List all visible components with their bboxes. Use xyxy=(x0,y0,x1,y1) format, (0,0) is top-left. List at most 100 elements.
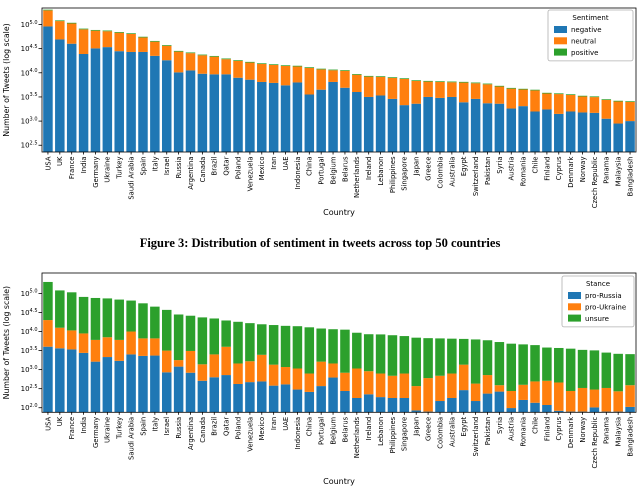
bar-segment xyxy=(43,281,53,321)
bar-segment xyxy=(280,367,291,385)
bar-segment xyxy=(613,353,623,392)
bar-segment xyxy=(280,384,291,413)
bar-segment xyxy=(375,76,386,77)
bar-segment xyxy=(185,372,196,413)
bar-segment xyxy=(411,81,421,104)
x-tick-label: Chile xyxy=(531,157,539,174)
bar-segment xyxy=(387,335,398,376)
bar-segment xyxy=(482,340,493,376)
bar-segment xyxy=(589,97,600,113)
bar-segment xyxy=(565,390,576,412)
x-tick-label: Bangladesh xyxy=(626,417,634,457)
bar-segment xyxy=(625,354,635,386)
bar-segment xyxy=(328,81,338,152)
bar-segment xyxy=(554,113,564,152)
x-tick-label: Romania xyxy=(520,157,528,187)
bar-segment xyxy=(565,94,576,112)
x-tick-label: Malaysia xyxy=(615,157,623,187)
bar-segment xyxy=(494,342,505,386)
x-tick-label: Israel xyxy=(163,417,171,436)
bar-segment xyxy=(114,32,124,33)
bar-segment xyxy=(625,101,635,122)
bar-segment xyxy=(447,96,457,152)
bar-segment xyxy=(268,364,279,386)
y-tick-label: 102.5 xyxy=(21,141,38,150)
bar-segment xyxy=(435,401,445,413)
x-tick-label: UAE xyxy=(282,157,290,171)
x-tick-label: Lebanon xyxy=(377,157,385,186)
bar-segment xyxy=(138,36,148,38)
bar-segment xyxy=(482,393,493,413)
bar-segment xyxy=(102,31,113,48)
bar-segment xyxy=(625,406,635,413)
x-tick-label: Ireland xyxy=(365,417,373,441)
y-tick-label: 103.5 xyxy=(21,346,38,355)
x-tick-label: USA xyxy=(44,416,52,430)
bar-segment xyxy=(447,338,457,374)
bar-segment xyxy=(601,352,612,388)
bar-segment xyxy=(589,389,600,408)
x-tick-label: Venezuela xyxy=(246,417,254,452)
bar-segment xyxy=(316,89,326,152)
bar-segment xyxy=(554,382,564,411)
bar-segment xyxy=(411,337,421,387)
bar-segment xyxy=(625,121,635,152)
bar-segment xyxy=(90,361,101,413)
bar-segment xyxy=(447,398,457,413)
bar-segment xyxy=(482,84,493,104)
x-tick-label: Greece xyxy=(425,157,433,181)
x-tick-label: Egypt xyxy=(460,416,468,436)
bar-segment xyxy=(542,92,552,94)
x-tick-label: Cyprus xyxy=(555,156,563,180)
bar-segment xyxy=(78,352,89,413)
bar-segment xyxy=(114,299,124,340)
bar-segment xyxy=(423,96,433,152)
stance-chart: 105.0 104.5 104.0 103.5 103.0 102.5 102.0 USA UK… xyxy=(2,272,637,486)
bar-segment xyxy=(518,89,528,107)
bar-segment xyxy=(245,323,255,362)
bar-segment xyxy=(482,83,493,85)
bar-segment xyxy=(506,87,517,89)
bar-segment xyxy=(399,373,410,398)
bar-segment xyxy=(66,330,77,350)
bar-segment xyxy=(518,384,528,400)
bar-segment xyxy=(78,53,89,152)
x-tick-label: Panama xyxy=(603,417,611,444)
bar-segment xyxy=(506,390,517,409)
x-tick-label: France xyxy=(68,157,76,180)
bar-segment xyxy=(458,102,469,152)
bar-segment xyxy=(458,364,469,391)
bar-segment xyxy=(185,53,196,71)
x-tick-label: Turkey xyxy=(116,417,124,440)
bar-segment xyxy=(494,85,505,87)
legend-title: Stance xyxy=(586,280,610,288)
bar-segment xyxy=(173,314,184,361)
bar-segment xyxy=(257,354,267,382)
bar-segment xyxy=(304,373,315,392)
bar-segment xyxy=(340,329,350,373)
x-axis-label: Country xyxy=(323,477,355,486)
bar-segment xyxy=(482,375,493,394)
bar-segment xyxy=(375,76,386,96)
bar-segment xyxy=(352,332,362,369)
bar-segment xyxy=(601,118,612,152)
x-tick-label: Germany xyxy=(92,417,100,448)
x-tick-label: Finland xyxy=(543,417,551,441)
bar-segment xyxy=(197,317,208,365)
bar-segment xyxy=(257,64,267,82)
bar-segment xyxy=(55,290,65,328)
x-tick-label: Venezuela xyxy=(246,156,254,191)
bar-segment xyxy=(577,349,588,388)
bar-segment xyxy=(233,383,243,413)
bar-segment xyxy=(387,98,398,152)
bar-segment xyxy=(506,108,517,152)
bar-segment xyxy=(352,74,362,75)
x-tick-label: Malaysia xyxy=(615,417,623,447)
legend-label: pro-Russia xyxy=(585,292,622,300)
bar-segment xyxy=(411,103,421,152)
x-tick-label: Saudi Arabia xyxy=(128,157,136,200)
bar-segment xyxy=(328,69,338,71)
legend-label: unsure xyxy=(585,315,609,323)
legend-label: positive xyxy=(571,49,598,57)
